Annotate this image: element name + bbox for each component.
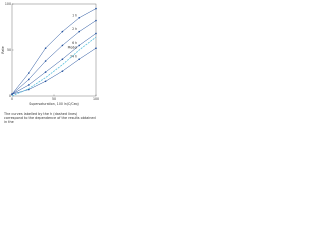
data-point [44,71,47,73]
x-tick-label: 0 [11,97,13,101]
data-point [95,47,97,49]
y-axis-label: Rate [1,46,5,53]
data-point [28,84,30,86]
series-line [11,36,97,97]
data-point [95,19,97,22]
series-line [11,33,97,95]
data-point [44,47,47,49]
y-tick-label: 100 [5,2,11,6]
x-axis-label: Supersaturation, 100 ln(C/Ceq) [29,102,79,106]
data-point [95,7,97,10]
data-point [61,30,64,33]
x-tick-label: 100 [93,97,99,101]
series-line [11,47,97,95]
data-point [78,17,80,19]
data-point [61,70,64,72]
data-point [78,58,80,60]
series-line [11,20,97,95]
plot-frame [11,3,97,97]
y-tick-label: 0 [9,94,11,98]
data-point [78,30,80,33]
data-point [28,72,30,74]
data-point [11,93,13,95]
data-point [61,58,64,60]
series-label: 24 h [70,55,77,59]
data-point [95,32,97,35]
data-point [44,80,47,83]
series-label: Model [68,46,78,50]
page: {"chart_data": {"type": "line", "x_label… [0,0,100,139]
series-line [11,8,97,95]
data-point [28,78,30,81]
chart: Rate Supersaturation, 100 ln(C/Ceq) 0 50 1… [1,2,99,106]
series-label: 6 h [72,41,77,45]
data-point [61,44,64,47]
data-point [44,60,47,62]
data-point [28,88,30,91]
x-tick-label: 50 [52,97,56,101]
caption: The curves labelled by the h (dashed lin… [4,112,96,125]
series-label: 1 h [72,13,77,17]
series-label: 2 h [72,27,77,31]
data-point [78,44,80,47]
y-tick-label: 50 [7,48,11,52]
